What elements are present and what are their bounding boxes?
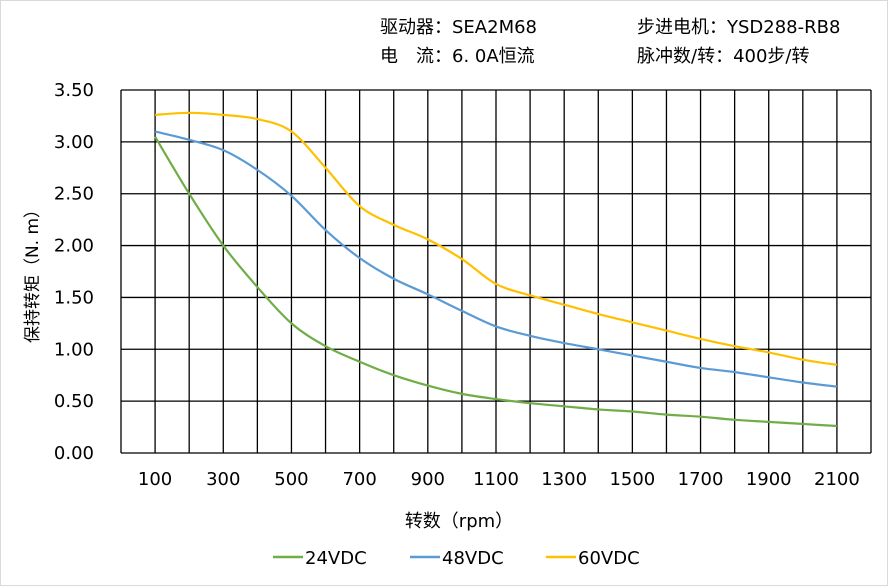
y-tick-label: 1.00 xyxy=(54,339,94,360)
x-tick-label: 1300 xyxy=(541,469,587,490)
y-tick-label: 2.50 xyxy=(54,184,94,205)
x-tick-label: 500 xyxy=(274,469,308,490)
x-tick-label: 1500 xyxy=(609,469,655,490)
x-tick-label: 1900 xyxy=(746,469,792,490)
x-tick-label: 2100 xyxy=(814,469,860,490)
legend-label-60vdc: 60VDC xyxy=(578,548,640,569)
series-line-24vdc xyxy=(154,136,837,428)
series-line-48vdc xyxy=(154,130,838,388)
x-tick-label: 300 xyxy=(206,469,240,490)
y-tick-label: 2.00 xyxy=(54,236,94,257)
y-tick-label: 0.50 xyxy=(54,391,94,412)
x-tick-label: 900 xyxy=(411,469,445,490)
x-tick-label: 1100 xyxy=(473,469,519,490)
motor-label: 步进电机：YSD288-RB8 xyxy=(637,17,841,38)
legend-label-48vdc: 48VDC xyxy=(442,548,504,569)
y-tick-label: 3.50 xyxy=(54,80,94,101)
y-tick-label: 1.50 xyxy=(54,287,94,308)
series-line-60vdc xyxy=(155,111,838,366)
legend-label-24vdc: 24VDC xyxy=(305,548,367,569)
y-tick-label: 3.00 xyxy=(54,132,94,153)
driver-label: 驱动器：SEA2M68 xyxy=(380,17,537,38)
y-tick-label: 0.00 xyxy=(54,443,94,464)
x-tick-label: 100 xyxy=(138,469,172,490)
x-tick-label: 700 xyxy=(342,469,376,490)
x-axis-label: 转数（rpm） xyxy=(405,511,513,532)
pulses-label: 脉冲数/转：400步/转 xyxy=(637,46,810,67)
y-axis-label: 保持转矩（N. m） xyxy=(23,201,43,343)
current-label: 电 流：6. 0A恒流 xyxy=(380,46,535,67)
x-tick-label: 1700 xyxy=(678,469,724,490)
